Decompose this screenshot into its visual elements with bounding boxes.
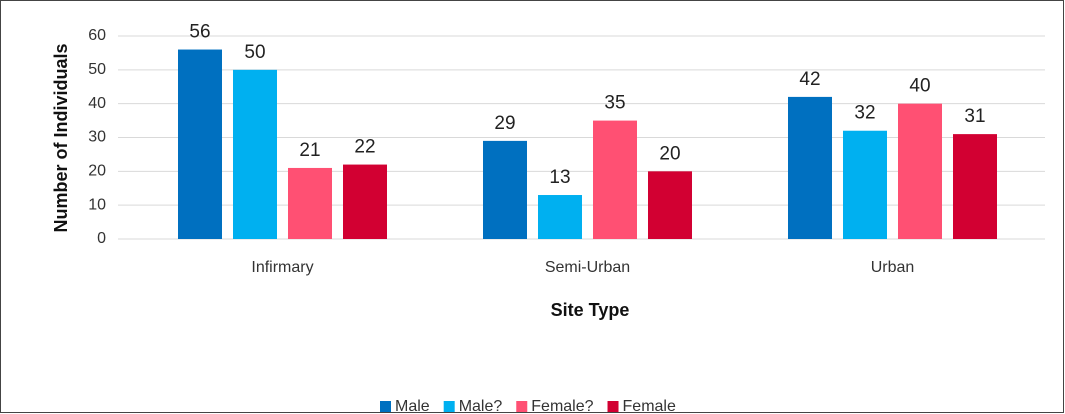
legend-swatch — [516, 401, 528, 412]
bar — [538, 195, 582, 239]
value-label: 22 — [354, 137, 375, 158]
value-label: 21 — [299, 140, 320, 161]
bar — [178, 49, 222, 240]
value-label: 42 — [799, 69, 820, 90]
value-label: 56 — [189, 22, 210, 43]
value-label: 32 — [854, 103, 875, 124]
value-label: 50 — [244, 42, 265, 63]
y-tick-label: 20 — [88, 163, 106, 180]
value-label: 13 — [549, 167, 570, 188]
bar — [593, 120, 637, 239]
y-tick-label: 50 — [88, 61, 106, 78]
y-tick-label: 40 — [88, 95, 106, 112]
legend-swatch — [443, 401, 455, 412]
y-tick-label: 10 — [88, 196, 106, 213]
x-tick-label: Urban — [871, 259, 915, 276]
x-tick-label: Infirmary — [251, 259, 313, 276]
y-tick-label: 30 — [88, 129, 106, 146]
legend-swatch — [607, 401, 619, 412]
x-axis-title: Site Type — [551, 300, 630, 320]
bar — [233, 69, 277, 239]
legend-label: Female? — [531, 398, 593, 414]
bar — [898, 103, 942, 240]
value-label: 20 — [659, 143, 680, 164]
value-label: 29 — [494, 113, 515, 134]
bar — [843, 130, 887, 239]
bar — [343, 164, 387, 239]
bar — [788, 96, 832, 240]
value-label: 40 — [909, 76, 930, 97]
value-label: 31 — [964, 106, 985, 127]
legend-label: Female — [623, 398, 676, 414]
value-label: 35 — [604, 93, 625, 114]
bar — [648, 171, 692, 239]
y-axis-title: Number of Individuals — [51, 43, 71, 232]
legend-label: Male — [395, 398, 430, 414]
bar — [288, 167, 332, 239]
legend-swatch — [380, 401, 391, 412]
y-tick-label: 60 — [88, 27, 106, 44]
legend-label: Male? — [459, 398, 503, 414]
bar — [483, 140, 527, 239]
bar — [953, 134, 997, 239]
y-tick-label: 0 — [97, 230, 106, 247]
x-tick-label: Semi-Urban — [545, 259, 630, 276]
